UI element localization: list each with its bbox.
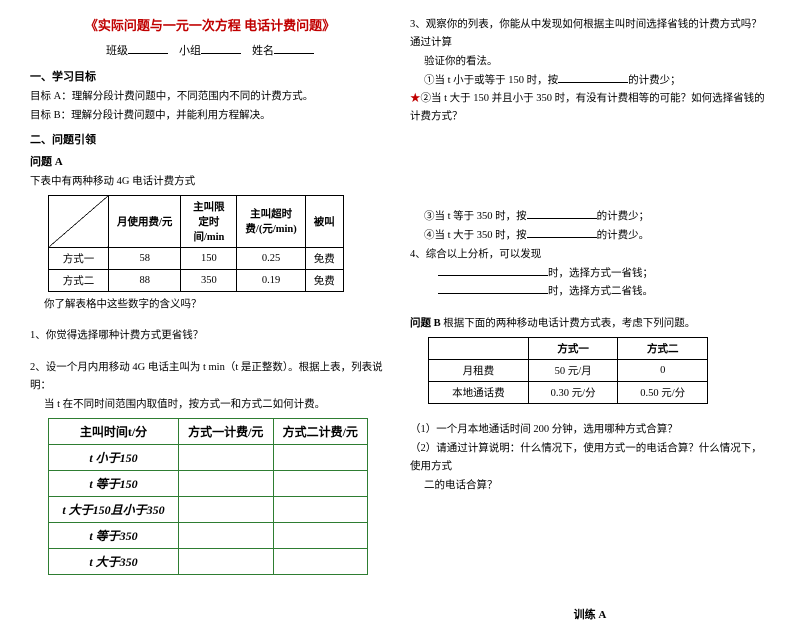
- question-a-intro: 下表中有两种移动 4G 电话计费方式: [30, 173, 390, 191]
- table-note: 你了解表格中这些数字的含义吗？: [30, 296, 390, 314]
- doc-title: 《实际问题与一元一次方程 电话计费问题》: [30, 15, 390, 34]
- rowlabel: t 大于350: [49, 548, 179, 574]
- question-1: 1、你觉得选择哪种计费方式更省钱？: [30, 327, 390, 345]
- table-row: 方式二 88 350 0.19 免费: [49, 269, 344, 291]
- left-column: 《实际问题与一元一次方程 电话计费问题》 班级 小组 姓名 一、学习目标 目标 …: [20, 15, 400, 550]
- cell: [273, 444, 368, 470]
- group-blank: [201, 43, 241, 54]
- blank: [527, 209, 597, 219]
- blank: [438, 266, 548, 276]
- col-plan2: 方式二计费/元: [273, 418, 368, 444]
- name-blank: [274, 43, 314, 54]
- calc-table: 主叫时间t/分 方式一计费/元 方式二计费/元 t 小于150 t 等于150 …: [48, 418, 368, 575]
- table-row: 本地通话费 0.30 元/分 0.50 元/分: [429, 382, 708, 404]
- table-header-row: 月使用费/元 主叫限定时间/min 主叫超时费/(元/min) 被叫: [49, 195, 344, 247]
- question-b2a: （2）请通过计算说明：什么情况下，使用方式一的电话合算？什么情况下，使用方式: [410, 440, 770, 476]
- cell: [179, 470, 274, 496]
- blank: [558, 73, 628, 83]
- blank: [438, 284, 548, 294]
- question-4a: 4、综合以上分析，可以发现: [410, 246, 770, 264]
- cell: [179, 496, 274, 522]
- cell: [179, 444, 274, 470]
- cell: 88: [109, 269, 181, 291]
- goal-a: 目标 A：理解分段计费问题中，不同范围内不同的计费方式。: [30, 88, 390, 106]
- rowlabel: 月租费: [429, 360, 529, 382]
- question-4c: 时，选择方式二省钱。: [410, 283, 770, 301]
- table-row: t 大于350: [49, 548, 368, 574]
- plan1-label: 方式一: [49, 247, 109, 269]
- cell: 50 元/月: [528, 360, 618, 382]
- group-label: 小组: [179, 45, 201, 57]
- table-row: 月租费 50 元/月 0: [429, 360, 708, 382]
- section-questions-heading: 二、问题引领: [30, 131, 390, 147]
- table-row: t 等于150: [49, 470, 368, 496]
- col-monthly-fee: 月使用费/元: [109, 195, 181, 247]
- cell: 0.30 元/分: [528, 382, 618, 404]
- cell: 免费: [305, 269, 343, 291]
- cell: 150: [181, 247, 237, 269]
- col-plan1: 方式一: [528, 338, 618, 360]
- col-overtime: 主叫超时费/(元/min): [237, 195, 305, 247]
- cell: 0: [618, 360, 708, 382]
- question-3-4: ④当 t 大于 350 时，按的计费少。: [410, 227, 770, 245]
- class-blank: [128, 43, 168, 54]
- question-4b: 时，选择方式一省钱；: [410, 265, 770, 283]
- cell: [179, 522, 274, 548]
- cell: [273, 470, 368, 496]
- header-fields: 班级 小组 姓名: [30, 42, 390, 58]
- table-header-row: 主叫时间t/分 方式一计费/元 方式二计费/元: [49, 418, 368, 444]
- table-header-row: 方式一 方式二: [429, 338, 708, 360]
- cell: [429, 338, 529, 360]
- cell: 0.50 元/分: [618, 382, 708, 404]
- table-row: t 小于150: [49, 444, 368, 470]
- cell: [273, 496, 368, 522]
- question-3-1: ①当 t 小于或等于 150 时，按的计费少；: [410, 72, 770, 90]
- pricing-table-a: 月使用费/元 主叫限定时间/min 主叫超时费/(元/min) 被叫 方式一 5…: [48, 195, 344, 292]
- cell: 0.19: [237, 269, 305, 291]
- col-time: 主叫时间t/分: [49, 418, 179, 444]
- col-incoming: 被叫: [305, 195, 343, 247]
- table-row: 方式一 58 150 0.25 免费: [49, 247, 344, 269]
- plan2-label: 方式二: [49, 269, 109, 291]
- question-b2b: 二的电话合算？: [410, 477, 770, 495]
- goal-b: 目标 B：理解分段计费问题中，并能利用方程解决。: [30, 107, 390, 125]
- question-3-2: ★②当 t 大于 150 并且小于 350 时，有没有计费相等的可能？如何选择省…: [410, 90, 770, 126]
- question-a-heading: 问题 A: [30, 153, 390, 169]
- rowlabel: t 等于150: [49, 470, 179, 496]
- class-label: 班级: [106, 45, 128, 57]
- rowlabel: t 等于350: [49, 522, 179, 548]
- blank: [527, 228, 597, 238]
- diag-cell: [49, 195, 109, 247]
- section-goals-heading: 一、学习目标: [30, 68, 390, 84]
- table-row: t 等于350: [49, 522, 368, 548]
- cell: [179, 548, 274, 574]
- table-row: t 大于150且小于350: [49, 496, 368, 522]
- rowlabel: t 大于150且小于350: [49, 496, 179, 522]
- question-3a: 3、观察你的列表，你能从中发现如何根据主叫时间选择省钱的计费方式吗？通过计算: [410, 16, 770, 52]
- col-limit: 主叫限定时间/min: [181, 195, 237, 247]
- cell: 0.25: [237, 247, 305, 269]
- cell: 58: [109, 247, 181, 269]
- rowlabel: 本地通话费: [429, 382, 529, 404]
- cell: [273, 548, 368, 574]
- footer-label: 训练 A: [410, 606, 770, 622]
- question-2b: 当 t 在不同时间范围内取值时，按方式一和方式二如何计费。: [30, 396, 390, 414]
- pricing-table-b: 方式一 方式二 月租费 50 元/月 0 本地通话费 0.30 元/分 0.50…: [428, 337, 708, 404]
- col-plan2: 方式二: [618, 338, 708, 360]
- col-plan1: 方式一计费/元: [179, 418, 274, 444]
- question-b1: （1）一个月本地通话时间 200 分钟，选用哪种方式合算？: [410, 421, 770, 439]
- right-column: 3、观察你的列表，你能从中发现如何根据主叫时间选择省钱的计费方式吗？通过计算 验…: [400, 15, 780, 550]
- question-2a: 2、设一个月内用移动 4G 电话主叫为 t min（t 是正整数）。根据上表，列…: [30, 359, 390, 395]
- cell: [273, 522, 368, 548]
- question-3b: 验证你的看法。: [410, 53, 770, 71]
- star-icon: ★: [410, 93, 421, 104]
- question-3-3: ③当 t 等于 350 时，按的计费少；: [410, 208, 770, 226]
- cell: 免费: [305, 247, 343, 269]
- question-b-heading: 问题 B 根据下面的两种移动电话计费方式表，考虑下列问题。: [410, 315, 770, 333]
- rowlabel: t 小于150: [49, 444, 179, 470]
- cell: 350: [181, 269, 237, 291]
- name-label: 姓名: [252, 45, 274, 57]
